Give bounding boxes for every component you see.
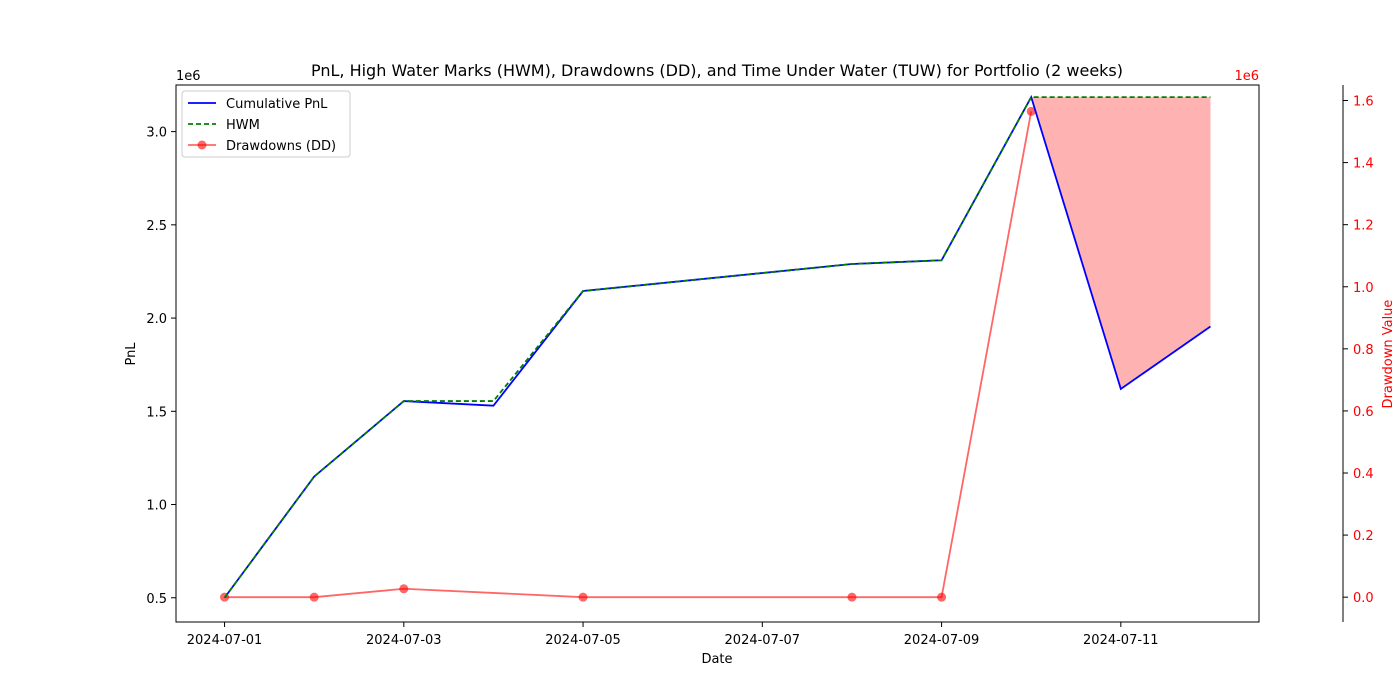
legend-entry-drawdowns-label: Drawdowns (DD) <box>226 139 336 154</box>
drawdown-point <box>937 592 947 602</box>
x-tick-label: 2024-07-07 <box>725 633 801 648</box>
y-axis-label: PnL <box>124 342 139 366</box>
x-axis-label: Date <box>701 652 732 667</box>
y2-tick-label: 1.2 <box>1353 219 1374 234</box>
drawdown-point <box>1026 106 1036 116</box>
y2-axis-offset-text: 1e6 <box>1234 69 1259 84</box>
legend-entry-drawdowns-marker <box>197 140 207 150</box>
drawdown-point <box>847 592 857 602</box>
y2-tick-label: 1.6 <box>1353 95 1374 110</box>
legend-entry-hwm-label: HWM <box>226 118 260 133</box>
y2-tick-label: 0.2 <box>1353 529 1374 544</box>
x-tick-label: 2024-07-01 <box>187 633 263 648</box>
y2-tick-label: 1.0 <box>1353 281 1374 296</box>
y-tick-label: 2.5 <box>146 219 167 234</box>
x-tick-label: 2024-07-11 <box>1083 633 1159 648</box>
hwm-line <box>223 96 1211 599</box>
y-tick-label: 3.0 <box>146 126 167 141</box>
legend: Cumulative PnL HWM Drawdowns (DD) <box>181 90 351 158</box>
shaded-drawdown-area-layer <box>1031 97 1211 389</box>
drawdown-point <box>399 584 409 594</box>
legend-box <box>181 90 351 158</box>
drawdown-point <box>309 592 319 602</box>
y2-tick-label: 0.4 <box>1353 467 1374 482</box>
x-tick-label: 2024-07-09 <box>904 633 980 648</box>
series-layer <box>220 94 1211 602</box>
y2-tick-label: 0.0 <box>1353 591 1374 606</box>
drawdown-point <box>578 592 588 602</box>
legend-entry-cumulative-pnl-label: Cumulative PnL <box>226 97 328 112</box>
y2-axis-label: Drawdown Value <box>1381 300 1396 409</box>
y2-tick-label: 0.8 <box>1353 343 1374 358</box>
ticks-layer: 2024-07-01 2024-07-03 2024-07-05 2024-07-07… <box>146 95 1373 648</box>
axes-layer <box>175 84 1344 623</box>
y-tick-label: 2.0 <box>146 312 167 327</box>
chart-title: PnL, High Water Marks (HWM), Drawdowns (… <box>311 61 1123 80</box>
y2-tick-label: 1.4 <box>1353 157 1374 172</box>
plot-frame <box>175 84 1260 623</box>
y-tick-label: 1.0 <box>146 499 167 514</box>
x-tick-label: 2024-07-05 <box>545 633 621 648</box>
y-tick-label: 0.5 <box>146 592 167 607</box>
drawdown-line <box>224 111 1033 599</box>
y2-tick-label: 0.6 <box>1353 405 1374 420</box>
x-tick-label: 2024-07-03 <box>366 633 442 648</box>
y-axis-offset-text: 1e6 <box>176 69 201 84</box>
drawdown-shaded-area <box>1031 97 1211 389</box>
y-tick-label: 1.5 <box>146 405 167 420</box>
